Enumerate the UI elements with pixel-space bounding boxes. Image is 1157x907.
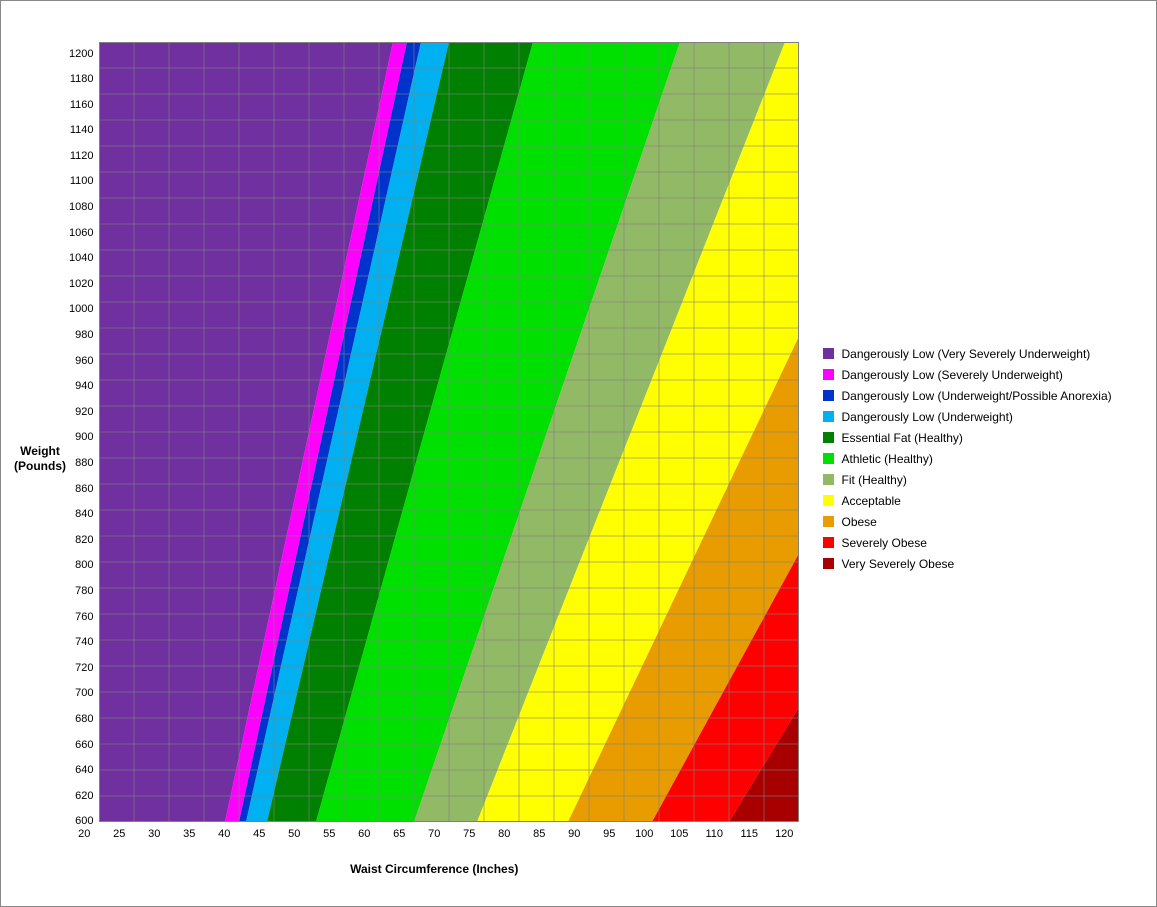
y-tick-label: 960 — [75, 355, 93, 367]
x-tick-label: 45 — [253, 828, 265, 840]
y-tick-label: 860 — [75, 483, 93, 495]
x-tick-label: 50 — [288, 828, 300, 840]
plot-area — [99, 42, 799, 822]
legend-swatch — [823, 558, 834, 569]
legend-item: Dangerously Low (Underweight) — [823, 410, 1111, 424]
legend-swatch — [823, 495, 834, 506]
y-tick-label: 640 — [75, 764, 93, 776]
legend-swatch — [823, 411, 834, 422]
x-tick-label: 110 — [705, 828, 723, 840]
legend-label: Fit (Healthy) — [841, 473, 906, 487]
y-tick-label: 1040 — [69, 252, 93, 264]
legend: Dangerously Low (Very Severely Underweig… — [823, 340, 1111, 578]
x-tick-label: 20 — [78, 828, 90, 840]
y-tick-label: 1120 — [70, 150, 94, 162]
x-tick-label: 30 — [148, 828, 160, 840]
x-tick-label: 95 — [603, 828, 615, 840]
y-tick-label: 920 — [75, 406, 93, 418]
legend-item: Very Severely Obese — [823, 557, 1111, 571]
x-tick-label: 35 — [183, 828, 195, 840]
legend-swatch — [823, 516, 834, 527]
legend-label: Severely Obese — [841, 536, 926, 550]
legend-label: Obese — [841, 515, 876, 529]
grid — [99, 42, 799, 822]
y-tick-label: 1020 — [69, 278, 93, 290]
legend-swatch — [823, 390, 834, 401]
x-axis-label: Waist Circumference (Inches) — [350, 862, 518, 876]
y-tick-label: 900 — [75, 431, 93, 443]
legend-item: Athletic (Healthy) — [823, 452, 1111, 466]
x-tick-label: 105 — [670, 828, 688, 840]
x-tick-label: 60 — [358, 828, 370, 840]
y-tick-label: 780 — [75, 585, 93, 597]
x-axis-ticks: 2025303540455055606570758085909510010511… — [84, 822, 784, 840]
legend-item: Obese — [823, 515, 1111, 529]
plot-wrap: 1200 1180 1160 1140 1120 1100 1080 1060 1040 1020… — [69, 42, 799, 822]
legend-item: Severely Obese — [823, 536, 1111, 550]
y-tick-label: 1060 — [69, 227, 93, 239]
legend-swatch — [823, 369, 834, 380]
legend-swatch — [823, 537, 834, 548]
x-tick-label: 120 — [775, 828, 793, 840]
chart-row: Weight (Pounds) 1200 1180 1160 1140 1120 1100… — [11, 21, 1146, 896]
x-tick-label: 65 — [393, 828, 405, 840]
legend-item: Dangerously Low (Severely Underweight) — [823, 368, 1111, 382]
legend-item: Acceptable — [823, 494, 1111, 508]
y-axis-label-line1: Weight — [20, 444, 60, 458]
legend-item: Dangerously Low (Underweight/Possible An… — [823, 389, 1111, 403]
legend-label: Very Severely Obese — [841, 557, 954, 571]
chart-column: 1200 1180 1160 1140 1120 1100 1080 1060 1040 1020… — [69, 42, 799, 876]
legend-label: Dangerously Low (Underweight/Possible An… — [841, 389, 1111, 403]
y-axis-ticks: 1200 1180 1160 1140 1120 1100 1080 1060 1040 1020… — [69, 42, 99, 822]
x-tick-label: 90 — [568, 828, 580, 840]
y-tick-label: 1180 — [70, 73, 94, 85]
x-tick-label: 80 — [498, 828, 510, 840]
x-tick-label: 40 — [218, 828, 230, 840]
y-tick-label: 1100 — [70, 175, 94, 187]
y-tick-label: 760 — [75, 611, 93, 623]
chart-svg — [99, 42, 799, 822]
y-tick-label: 1000 — [69, 303, 93, 315]
y-axis-label: Weight (Pounds) — [11, 444, 69, 473]
x-tick-label: 85 — [533, 828, 545, 840]
y-tick-label: 680 — [75, 713, 93, 725]
chart-frame: Weight (Pounds) 1200 1180 1160 1140 1120 1100… — [0, 0, 1157, 907]
x-tick-label: 70 — [428, 828, 440, 840]
y-tick-label: 980 — [75, 329, 93, 341]
legend-label: Acceptable — [841, 494, 900, 508]
y-tick-label: 1200 — [69, 48, 93, 60]
legend-swatch — [823, 453, 834, 464]
x-tick-label: 25 — [113, 828, 125, 840]
legend-swatch — [823, 474, 834, 485]
y-tick-label: 1080 — [69, 201, 93, 213]
y-tick-label: 840 — [75, 508, 93, 520]
legend-label: Athletic (Healthy) — [841, 452, 932, 466]
legend-label: Essential Fat (Healthy) — [841, 431, 962, 445]
y-tick-label: 700 — [75, 687, 93, 699]
x-tick-label: 100 — [635, 828, 653, 840]
y-tick-label: 820 — [75, 534, 93, 546]
y-tick-label: 660 — [75, 739, 93, 751]
x-tick-label: 55 — [323, 828, 335, 840]
legend-label: Dangerously Low (Severely Underweight) — [841, 368, 1062, 382]
legend-item: Dangerously Low (Very Severely Underweig… — [823, 347, 1111, 361]
legend-swatch — [823, 432, 834, 443]
y-tick-label: 800 — [75, 559, 93, 571]
y-tick-label: 600 — [75, 815, 93, 827]
y-tick-label: 1140 — [70, 124, 94, 136]
y-tick-label: 720 — [75, 662, 93, 674]
y-tick-label: 740 — [75, 636, 93, 648]
y-tick-label: 880 — [75, 457, 93, 469]
y-axis-label-line2: (Pounds) — [14, 459, 66, 473]
x-tick-label: 75 — [463, 828, 475, 840]
legend-item: Essential Fat (Healthy) — [823, 431, 1111, 445]
legend-label: Dangerously Low (Underweight) — [841, 410, 1012, 424]
y-tick-label: 940 — [75, 380, 93, 392]
y-tick-label: 620 — [75, 790, 93, 802]
legend-swatch — [823, 348, 834, 359]
x-tick-label: 115 — [740, 828, 758, 840]
y-tick-label: 1160 — [70, 99, 94, 111]
legend-label: Dangerously Low (Very Severely Underweig… — [841, 347, 1090, 361]
legend-item: Fit (Healthy) — [823, 473, 1111, 487]
